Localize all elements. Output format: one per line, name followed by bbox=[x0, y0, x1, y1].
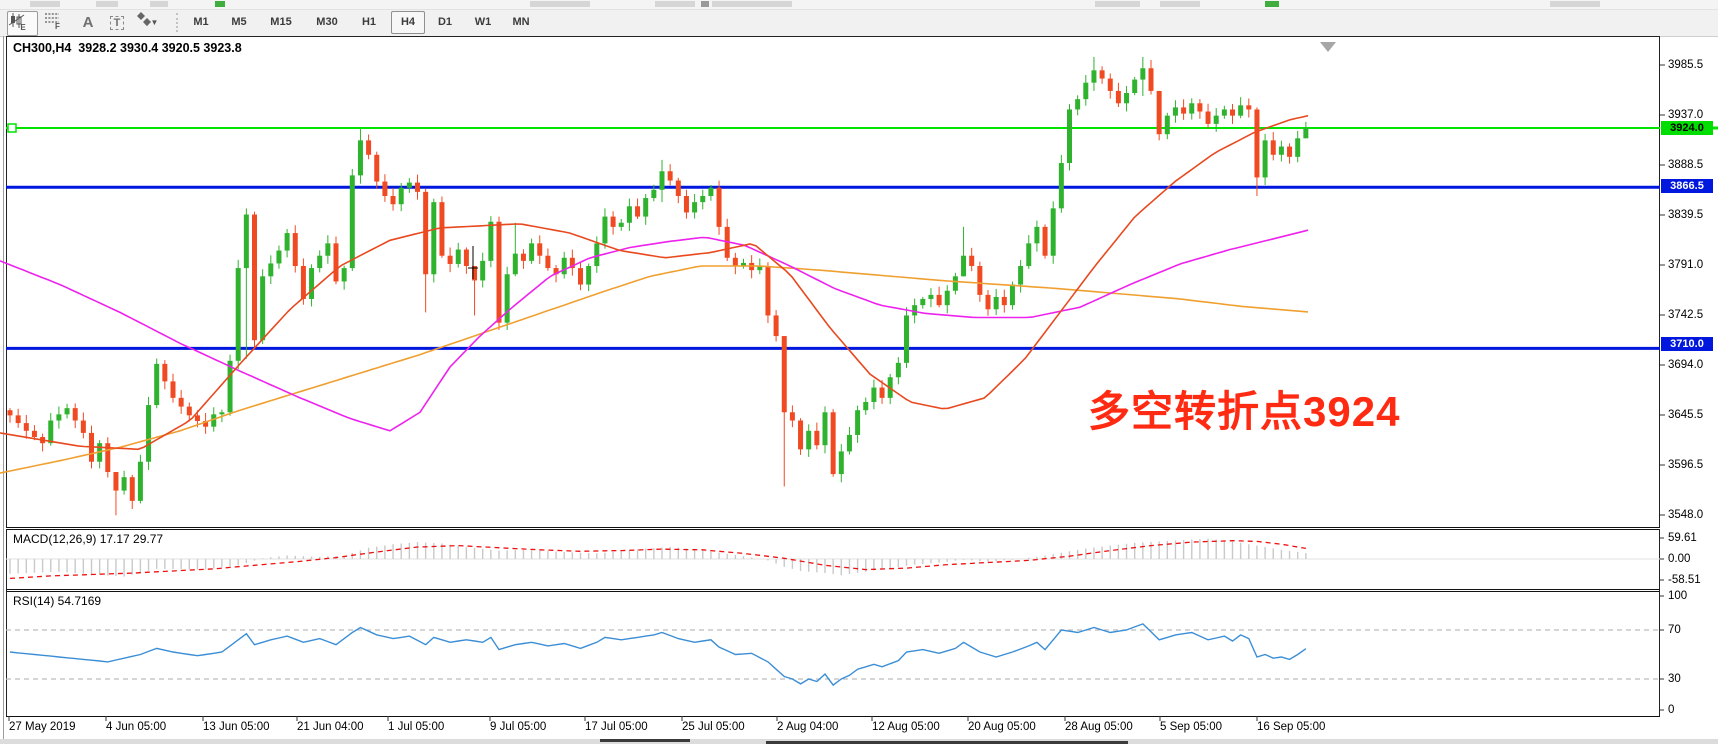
date-axis-label: 13 Jun 05:00 bbox=[203, 721, 270, 733]
date-axis-label: 27 May 2019 bbox=[9, 721, 76, 733]
timeframe-button-m15[interactable]: M15 bbox=[270, 16, 292, 28]
timeframe-button-h1[interactable]: H1 bbox=[361, 16, 377, 28]
price-axis-label: 3888.5 bbox=[1668, 159, 1704, 171]
macd-axis-label: -58.51 bbox=[1668, 574, 1701, 586]
window-bottom-edge bbox=[0, 739, 1718, 744]
price-axis-label: 3839.5 bbox=[1668, 209, 1704, 221]
toolbar-separator[interactable] bbox=[176, 13, 181, 32]
price-axis-label: 3694.0 bbox=[1668, 359, 1704, 371]
timeframe-button-m30[interactable]: M30 bbox=[316, 16, 338, 28]
timeframe-button-mn[interactable]: MN bbox=[512, 16, 530, 28]
grid-button[interactable]: F bbox=[44, 11, 70, 34]
toolbar-fragment bbox=[1095, 1, 1140, 7]
rsi-axis-label: 100 bbox=[1668, 590, 1688, 602]
rsi-axis-label: 30 bbox=[1668, 673, 1681, 685]
date-axis-label: 25 Jul 05:00 bbox=[682, 721, 745, 733]
text-box-button[interactable]: T bbox=[104, 11, 130, 34]
price-badge: 3866.5 bbox=[1661, 179, 1713, 193]
price-axis-label: 3548.0 bbox=[1668, 509, 1704, 521]
price-badge: 3924.0 bbox=[1661, 121, 1713, 135]
timeframe-button-d1[interactable]: D1 bbox=[437, 16, 453, 28]
timeframe-button-m1[interactable]: M1 bbox=[193, 16, 209, 28]
date-axis-label: 17 Jul 05:00 bbox=[585, 721, 648, 733]
price-axis-label: 3985.5 bbox=[1668, 59, 1704, 71]
rsi-axis-label: 70 bbox=[1668, 624, 1681, 636]
chart-template-button[interactable]: E bbox=[7, 11, 38, 36]
date-axis-label: 21 Jun 04:00 bbox=[297, 721, 364, 733]
chevron-down-icon: ▼ bbox=[150, 18, 159, 27]
date-axis-label: 9 Jul 05:00 bbox=[490, 721, 547, 733]
toolbar-fragment bbox=[96, 1, 118, 7]
window-edge-segment bbox=[766, 741, 1128, 744]
clipped-toolbar-row bbox=[0, 0, 1718, 10]
macd-axis-label: 0.00 bbox=[1668, 553, 1691, 565]
price-axis-label: 3791.0 bbox=[1668, 259, 1704, 271]
text-box-icon: T bbox=[109, 15, 125, 30]
template-e-label: E bbox=[20, 23, 26, 32]
grid-f-label: F bbox=[55, 22, 60, 31]
toolbar-fragment bbox=[701, 1, 709, 7]
macd-indicator-label: MACD(12,26,9) 17.17 29.77 bbox=[13, 532, 164, 546]
window-edge-segment bbox=[600, 739, 690, 742]
macd-axis-label: 59.61 bbox=[1668, 532, 1697, 544]
rsi-axis-label: 0 bbox=[1668, 704, 1675, 716]
chart-title: CH300,H4 3928.2 3930.4 3920.5 3923.8 bbox=[13, 41, 242, 55]
price-badge: 3710.0 bbox=[1661, 337, 1713, 351]
date-axis-label: 2 Aug 04:00 bbox=[777, 721, 839, 733]
date-axis-label: 4 Jun 05:00 bbox=[106, 721, 167, 733]
rsi-indicator-label: RSI(14) 54.7169 bbox=[13, 594, 102, 608]
letter-a-icon: A bbox=[82, 14, 94, 31]
timeframe-button-w1[interactable]: W1 bbox=[474, 16, 492, 28]
toolbar-fragment bbox=[1265, 1, 1279, 7]
arrow-objects-button[interactable]: ▼ bbox=[136, 11, 170, 34]
price-axis-label: 3596.5 bbox=[1668, 459, 1704, 471]
date-axis-label: 12 Aug 05:00 bbox=[872, 721, 940, 733]
toolbar-fragment bbox=[1550, 1, 1600, 7]
date-axis-label: 1 Jul 05:00 bbox=[388, 721, 445, 733]
date-axis-label: 28 Aug 05:00 bbox=[1065, 721, 1133, 733]
timeframe-button-h4[interactable]: H4 bbox=[391, 11, 425, 34]
toolbar-fragment bbox=[1160, 1, 1200, 7]
date-axis-label: 16 Sep 05:00 bbox=[1257, 721, 1326, 733]
toolbar-fragment bbox=[30, 1, 60, 7]
toolbar-fragment bbox=[530, 1, 590, 7]
toolbar-fragment bbox=[150, 1, 168, 7]
toolbar-fragment bbox=[655, 1, 695, 7]
timeframe-button-m5[interactable]: M5 bbox=[231, 16, 247, 28]
price-axis-label: 3742.5 bbox=[1668, 309, 1704, 321]
toolbar-fragment bbox=[712, 1, 792, 7]
date-axis-label: 5 Sep 05:00 bbox=[1160, 721, 1223, 733]
price-axis-label: 3937.0 bbox=[1668, 109, 1704, 121]
annotation-text[interactable]: 多空转折点3924 bbox=[1088, 388, 1401, 435]
main-toolbar: E F A T ▼ bbox=[0, 10, 1718, 37]
price-axis-label: 3645.5 bbox=[1668, 409, 1704, 421]
text-label-button[interactable]: A bbox=[76, 11, 100, 34]
date-axis-label: 20 Aug 05:00 bbox=[968, 721, 1036, 733]
toolbar-fragment bbox=[215, 1, 225, 7]
